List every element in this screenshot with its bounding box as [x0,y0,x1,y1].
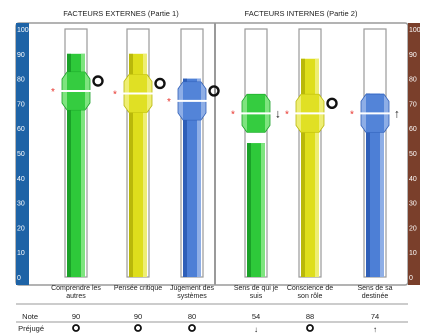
right-tick-label: 10 [409,250,417,257]
marker-star: * [51,87,55,98]
right-tick-label: 100 [409,27,421,34]
bias-row-up-arrow-icon: ↑ [373,325,377,334]
bar-label: son rôle [298,293,323,300]
right-tick-label: 80 [409,77,417,84]
bar-label: Sens de qui je [234,285,278,292]
bar-label: Jugement des [170,285,214,292]
right-scale-ticks: 0 10 20 30 40 50 60 70 80 90 100 [409,27,421,282]
group-title-external: FACTEURS EXTERNES (Partie 1) [63,9,179,18]
bar-label: autres [66,293,86,300]
bar-label: suis [250,293,263,300]
marker-star: * [113,89,117,100]
bar-shade [67,53,71,277]
bar-label: systèmes [177,293,207,300]
bar-label: destinée [362,293,389,300]
bar-highlight [81,53,85,277]
bar-shade [366,93,370,277]
bar-shade [183,78,187,277]
left-tick-label: 70 [17,101,25,108]
right-tick-label: 40 [409,176,417,183]
right-tick-label: 90 [409,52,417,59]
bar-label: Conscience de [287,285,333,292]
bar [183,78,201,277]
bar-highlight [380,93,384,277]
bar-highlight [261,143,265,277]
right-scale-band [408,23,420,285]
right-tick-label: 0 [409,275,413,282]
bias-row-circle-icon [72,324,80,332]
left-scale-ticks: 0 10 20 30 40 50 60 70 80 90 100 [17,27,29,282]
right-tick-label: 70 [409,101,417,108]
bar-highlight [315,58,319,278]
right-tick-label: 20 [409,225,417,232]
bias-circle-icon [154,77,166,90]
marker-star: * [285,109,289,120]
bar [366,93,384,277]
left-tick-label: 60 [17,126,25,133]
left-tick-label: 80 [17,77,25,84]
bar-highlight [143,53,147,277]
bias-circle-icon [326,97,338,110]
bias-circle-icon [208,85,220,97]
note-value: 90 [134,312,142,321]
left-tick-label: 40 [17,176,25,183]
bars-layer: * * * * ↓ * * ↑ [51,28,400,278]
note-value: 80 [188,312,196,321]
note-value: 54 [252,312,260,321]
bias-row-label: Préjugé [18,324,44,333]
bias-row-circle-icon [306,324,314,332]
right-tick-label: 30 [409,201,417,208]
right-tick-label: 60 [409,126,417,133]
bias-down-arrow-icon: ↓ [275,106,281,120]
bar-label: Comprendre les [51,285,101,292]
right-tick-label: 50 [409,151,417,158]
note-row-label: Note [22,312,38,321]
bias-row-circle-icon [188,324,196,332]
left-tick-label: 0 [17,275,21,282]
bar-highlight [197,78,201,277]
note-value: 88 [306,312,314,321]
bar-label: Sens de sa [357,285,392,292]
left-tick-label: 20 [17,225,25,232]
group-title-internal: FACTEURS INTERNES (Partie 2) [245,9,358,18]
left-tick-label: 90 [17,52,25,59]
bias-row-down-arrow-icon: ↓ [254,325,258,334]
left-tick-label: 10 [17,250,25,257]
bias-circle-icon [92,75,104,87]
marker-star: * [350,109,354,120]
note-value: 90 [72,312,80,321]
bar [247,143,265,277]
left-scale-band [16,23,29,285]
left-tick-label: 30 [17,201,25,208]
note-value: 74 [371,312,379,321]
bar-shade [129,53,133,277]
bar-shade [247,143,251,277]
bar-label: Pensée critique [114,285,162,292]
bar-shade [301,58,305,278]
marker-star: * [231,109,235,120]
bias-row-circle-icon [134,324,142,332]
marker-star: * [167,97,171,108]
bias-up-arrow-icon: ↑ [394,106,400,120]
left-tick-label: 50 [17,151,25,158]
left-tick-label: 100 [17,27,29,34]
